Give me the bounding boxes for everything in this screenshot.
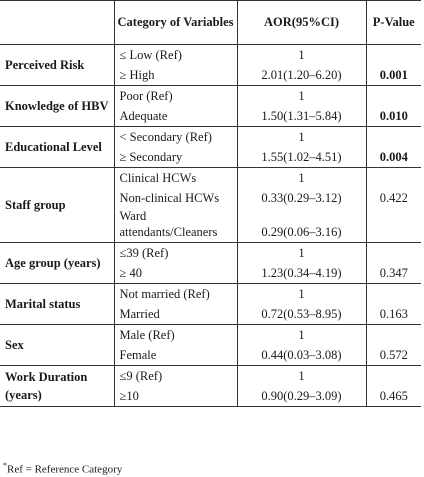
- aor-cell: 1 1.23(0.34–4.19): [236, 242, 366, 284]
- aor-value: 0.44(0.03–3.08): [261, 348, 342, 362]
- aor-cell: 1 1.55(1.02–4.51): [236, 126, 366, 168]
- footnote: *Ref = Reference Category: [3, 459, 122, 477]
- header-category: Category of Variables: [113, 0, 237, 45]
- aor-cell: 1 0.90(0.29–3.09): [236, 365, 366, 407]
- category-label: ≥ 40: [119, 266, 143, 280]
- p-value-cell: 0.422: [365, 167, 421, 243]
- variable-cell: Educational Level: [0, 126, 114, 168]
- aor-value: 1.23(0.34–4.19): [261, 266, 342, 280]
- table-row: Staff group Clinical HCWs Non-clinical HCW…: [0, 167, 421, 243]
- header-variable: [0, 0, 114, 45]
- variable-cell: Knowledge of HBV: [0, 85, 114, 127]
- category-label: Clinical HCWs: [119, 171, 197, 185]
- aor-value: 0.90(0.29–3.09): [261, 389, 342, 403]
- aor-value: 1: [298, 171, 305, 185]
- p-value: 0.001: [379, 68, 408, 82]
- aor-cell: 1 2.01(1.20–6.20): [236, 44, 366, 86]
- table-row: Age group (years) ≤39 (Ref) ≥ 40 1 1.23(0.34…: [0, 242, 421, 284]
- aor-value: 1: [298, 369, 305, 383]
- aor-cell: 1 1.50(1.31–5.84): [236, 85, 366, 127]
- table-row: Marital status Not married (Ref) Married 1 0…: [0, 283, 421, 325]
- table-row: Perceived Risk ≤ Low (Ref) ≥ High 1 2.01(1.2…: [0, 44, 421, 86]
- aor-value: 1.55(1.02–4.51): [261, 150, 342, 164]
- category-label: ≥10: [119, 389, 139, 403]
- category-cell: Clinical HCWs Non-clinical HCWs Ward atten…: [113, 167, 237, 243]
- category-label: Male (Ref): [119, 328, 175, 342]
- aor-cell: 1 0.44(0.03–3.08): [236, 324, 366, 366]
- category-cell: ≤9 (Ref) ≥10: [113, 365, 237, 407]
- category-label: Adequate: [119, 109, 168, 123]
- aor-value: 1: [298, 287, 305, 301]
- category-cell: ≤ Low (Ref) ≥ High: [113, 44, 237, 86]
- category-label: Married: [119, 307, 160, 321]
- p-value: 0.010: [379, 109, 408, 123]
- aor-cell: 1 0.33(0.29–3.12) 0.29(0.06–3.16): [236, 167, 366, 243]
- p-value-cell: 0.572: [365, 324, 421, 366]
- aor-value: 0.29(0.06–3.16): [261, 225, 342, 239]
- header-row: Category of Variables AOR(95%CI) P-Value: [0, 0, 421, 45]
- aor-value: 1: [298, 328, 305, 342]
- category-label: ≤ Low (Ref): [119, 48, 182, 62]
- aor-value: 1.50(1.31–5.84): [261, 109, 342, 123]
- category-label: Not married (Ref): [119, 287, 210, 301]
- category-label: ≤39 (Ref): [119, 246, 169, 260]
- aor-value: 2.01(1.20–6.20): [261, 68, 342, 82]
- category-label: ≥ High: [119, 68, 155, 82]
- category-label: < Secondary (Ref): [119, 130, 212, 144]
- p-value: 0.004: [379, 150, 408, 164]
- variable-cell: Marital status: [0, 283, 114, 325]
- aor-value: 1: [298, 130, 305, 144]
- category-label: ≥ Secondary: [119, 150, 183, 164]
- p-value-cell: 0.163: [365, 283, 421, 325]
- header-aor: AOR(95%CI): [236, 0, 366, 45]
- aor-value: 1: [298, 246, 305, 260]
- table-row: Educational Level < Secondary (Ref) ≥ Seco…: [0, 126, 421, 168]
- p-value: 0.572: [379, 348, 408, 362]
- category-cell: Poor (Ref) Adequate: [113, 85, 237, 127]
- p-value: 0.347: [379, 266, 408, 280]
- aor-value: 0.72(0.53–8.95): [261, 307, 342, 321]
- variable-cell: Staff group: [0, 167, 114, 243]
- p-value-cell: 0.347: [365, 242, 421, 284]
- variable-cell: Age group (years): [0, 242, 114, 284]
- category-label: Female: [119, 348, 157, 362]
- p-value-cell: 0.004: [365, 126, 421, 168]
- category-cell: Male (Ref) Female: [113, 324, 237, 366]
- table-row: Sex Male (Ref) Female 1 0.44(0.03–3.08) 0.57…: [0, 324, 421, 366]
- variable-cell: Perceived Risk: [0, 44, 114, 86]
- aor-value: 0.33(0.29–3.12): [261, 191, 342, 205]
- category-label: ≤9 (Ref): [119, 369, 163, 383]
- p-value-cell: 0.010: [365, 85, 421, 127]
- p-value: 0.422: [379, 191, 408, 205]
- table-row: Knowledge of HBV Poor (Ref) Adequate 1 1.50(…: [0, 85, 421, 127]
- header-p-value: P-Value: [365, 0, 421, 45]
- category-label: Poor (Ref): [119, 89, 173, 103]
- category-label: Ward attendants/Cleaners: [119, 209, 218, 239]
- aor-value: 1: [298, 89, 305, 103]
- category-cell: Not married (Ref) Married: [113, 283, 237, 325]
- category-cell: ≤39 (Ref) ≥ 40: [113, 242, 237, 284]
- results-table: Category of Variables AOR(95%CI) P-Value…: [0, 0, 421, 407]
- variable-cell: Work Duration (years): [0, 365, 114, 407]
- p-value-cell: 0.465: [365, 365, 421, 407]
- aor-cell: 1 0.72(0.53–8.95): [236, 283, 366, 325]
- footnote-marker: *: [3, 461, 7, 470]
- aor-value: 1: [298, 48, 305, 62]
- category-label: Non-clinical HCWs: [119, 191, 220, 205]
- footnote-text: Ref = Reference Category: [7, 463, 123, 476]
- p-value: 0.465: [379, 389, 408, 403]
- p-value: 0.163: [379, 307, 408, 321]
- table-row: Work Duration (years) ≤9 (Ref) ≥10 1 0.90(0.…: [0, 365, 421, 407]
- p-value-cell: 0.001: [365, 44, 421, 86]
- variable-cell: Sex: [0, 324, 114, 366]
- category-cell: < Secondary (Ref) ≥ Secondary: [113, 126, 237, 168]
